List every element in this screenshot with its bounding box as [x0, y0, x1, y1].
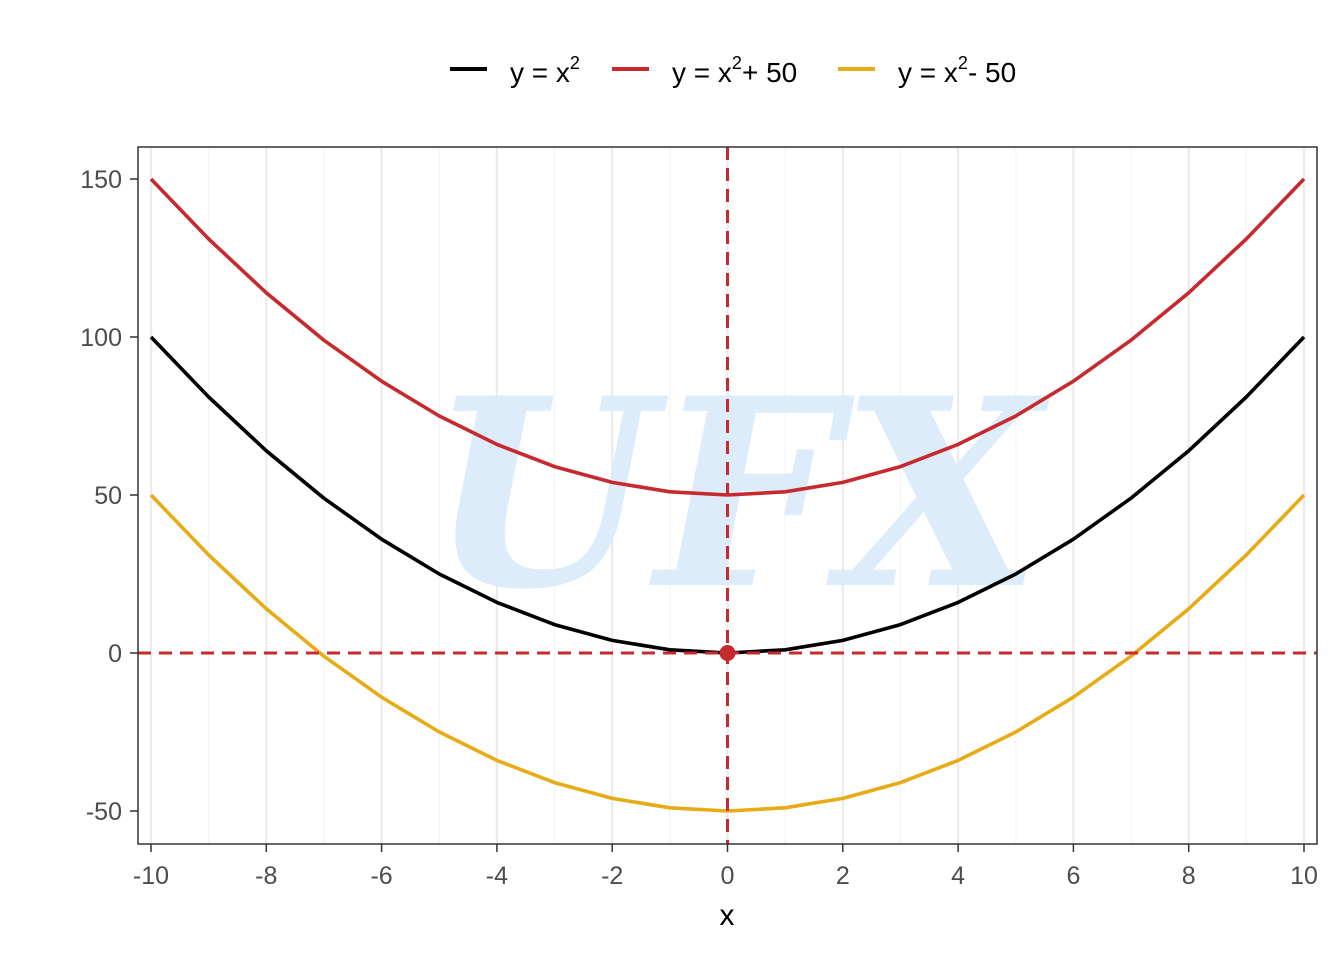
y-tick-label: 50 [94, 482, 122, 510]
x-tick-label: 0 [721, 862, 735, 890]
y-tick-label: 0 [108, 640, 122, 668]
x-tick-label: -4 [486, 862, 508, 890]
legend-label-2: y = x2- 50 [898, 53, 1016, 88]
reference-lines [138, 147, 1317, 844]
x-tick-label: -6 [370, 862, 392, 890]
axes: -10 -8 -6 -4 -2 0 2 4 6 8 10 -50 0 50 100 150 [80, 166, 1318, 890]
origin-point [719, 645, 736, 661]
legend-label-1: y = x2+ 50 [672, 53, 797, 88]
x-tick-label: 8 [1182, 862, 1196, 890]
y-tick-label: 150 [80, 166, 122, 194]
x-tick-label: -8 [255, 862, 277, 890]
legend-label-0: y = x2 [510, 53, 580, 88]
x-axis-title: x [720, 899, 735, 932]
legend: y = x2 y = x2+ 50 y = x2- 50 [450, 53, 1016, 88]
x-tick-label: 6 [1066, 862, 1080, 890]
grid [149, 147, 1306, 844]
x-tick-label: 4 [951, 862, 965, 890]
y-tick-label: -50 [86, 798, 122, 826]
y-tick-label: 100 [80, 324, 122, 352]
x-tick-label: 10 [1290, 862, 1318, 890]
x-tick-label: 2 [836, 862, 850, 890]
x-tick-label: -10 [133, 862, 169, 890]
x-tick-label: -2 [601, 862, 623, 890]
